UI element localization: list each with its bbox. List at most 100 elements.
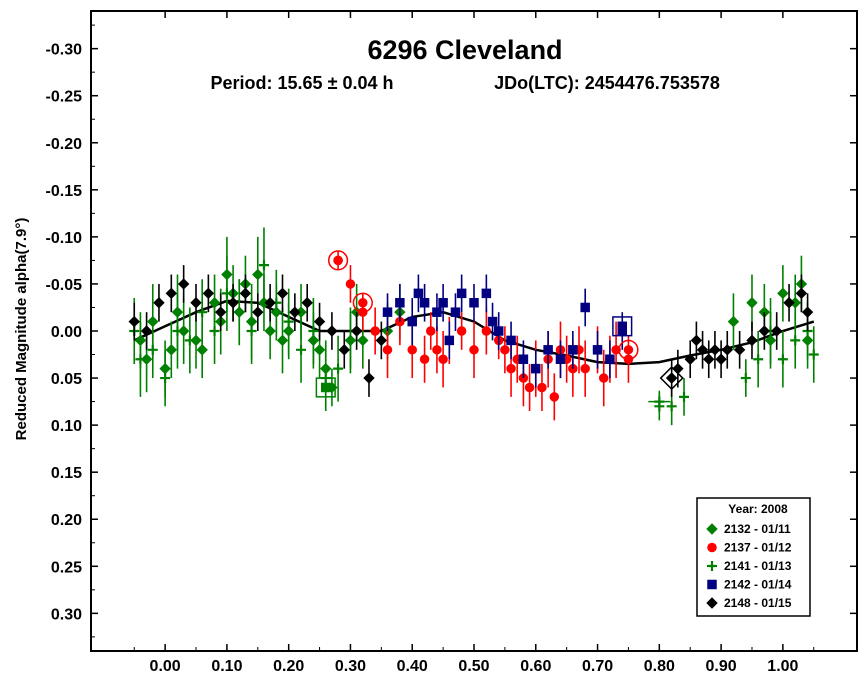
data-point — [276, 287, 289, 300]
highlight-point — [623, 345, 634, 355]
data-point-shape — [487, 316, 498, 327]
data-point-shape — [313, 315, 326, 328]
highlight-point-outline — [612, 316, 633, 337]
data-point — [419, 298, 430, 308]
legend-marker — [707, 579, 717, 590]
data-point — [795, 287, 808, 300]
data-point-shape — [239, 287, 252, 300]
data-point-shape — [165, 287, 178, 300]
data-point — [172, 326, 183, 336]
data-point — [407, 345, 417, 355]
data-point — [696, 344, 709, 356]
legend-label: 2141 - 01/13 — [724, 559, 792, 573]
data-point — [727, 315, 740, 328]
legend-marker-shape — [706, 523, 718, 535]
data-point — [493, 326, 504, 336]
data-point — [252, 268, 264, 281]
data-point — [184, 335, 195, 346]
highlight-point — [358, 298, 368, 308]
data-point-shape — [426, 326, 436, 336]
data-point — [313, 344, 326, 356]
data-point — [197, 307, 208, 318]
data-point-shape — [506, 335, 516, 346]
data-point — [684, 353, 696, 365]
data-point-shape — [592, 345, 603, 355]
data-point-shape — [289, 306, 301, 318]
data-point — [419, 354, 430, 364]
data-point-shape — [438, 354, 448, 364]
legend-marker-shape — [707, 561, 717, 571]
data-point-shape — [283, 316, 294, 327]
data-point-shape — [326, 325, 338, 337]
legend-marker-shape — [707, 579, 717, 590]
data-point-shape — [456, 326, 467, 336]
data-point-shape — [407, 345, 417, 355]
data-point-shape — [382, 307, 393, 317]
data-point-shape — [172, 326, 183, 336]
data-point-shape — [363, 372, 375, 384]
data-point-shape — [264, 297, 276, 309]
data-point — [506, 335, 516, 346]
data-point-shape — [140, 353, 153, 365]
highlight-point — [617, 321, 628, 332]
axes: -0.30 -0.25 -0.20 -0.15 -0.10 -0.05 0.00 0.05 0.… — [46, 11, 857, 675]
data-point-shape — [264, 325, 276, 337]
data-point — [469, 345, 479, 355]
data-point — [264, 325, 276, 337]
data-point — [140, 325, 153, 337]
data-point-shape — [543, 345, 553, 355]
data-point-shape — [345, 279, 356, 289]
data-point — [456, 288, 467, 299]
data-point-shape — [808, 349, 819, 360]
legend: Year: 2008 2132 - 01/11 2137 - 01/12 2141 … — [696, 497, 811, 617]
y-tick-label: 0.30 — [51, 606, 82, 623]
x-tick-label: 0.30 — [335, 658, 366, 675]
x-tick-label: 0.80 — [644, 658, 675, 675]
data-point — [221, 288, 232, 299]
data-point-shape — [153, 297, 165, 309]
data-point-shape — [246, 326, 257, 336]
data-point — [679, 391, 690, 402]
data-point — [524, 382, 535, 393]
data-point-shape — [382, 345, 393, 355]
data-point-shape — [727, 315, 740, 328]
data-point-shape — [666, 401, 677, 412]
data-point — [555, 354, 566, 364]
data-point — [264, 297, 276, 309]
data-point-shape — [370, 326, 380, 336]
data-point — [426, 326, 436, 336]
data-point — [543, 345, 553, 355]
data-point-shape — [709, 344, 721, 356]
data-point-shape — [221, 288, 232, 299]
data-point — [333, 363, 344, 374]
data-point-shape — [690, 334, 703, 347]
data-point — [703, 353, 715, 365]
highlight-point-outline-shape — [659, 365, 684, 391]
data-point — [239, 287, 252, 300]
data-point — [289, 306, 301, 318]
legend-title: Year: 2008 — [728, 502, 788, 516]
highlight-point-shape — [320, 382, 331, 393]
data-point — [746, 297, 758, 309]
data-point — [128, 315, 140, 328]
data-point-shape — [197, 307, 208, 318]
data-point — [580, 302, 590, 313]
data-point-shape — [395, 298, 405, 308]
data-point-shape — [432, 307, 442, 317]
data-point — [209, 326, 220, 336]
highlight-point-shape — [617, 321, 628, 332]
data-point — [382, 345, 393, 355]
data-point-shape — [456, 288, 467, 299]
y-tick-label: 0.25 — [51, 559, 82, 576]
data-point-shape — [506, 363, 516, 374]
data-point-shape — [783, 297, 795, 309]
data-point-shape — [733, 344, 746, 356]
data-point-shape — [301, 297, 313, 309]
data-point-shape — [795, 287, 808, 300]
data-point — [370, 326, 380, 336]
data-point — [777, 354, 788, 365]
data-point — [165, 344, 178, 356]
data-point-shape — [770, 325, 783, 337]
data-point-shape — [531, 363, 541, 374]
data-point-shape — [703, 353, 715, 365]
